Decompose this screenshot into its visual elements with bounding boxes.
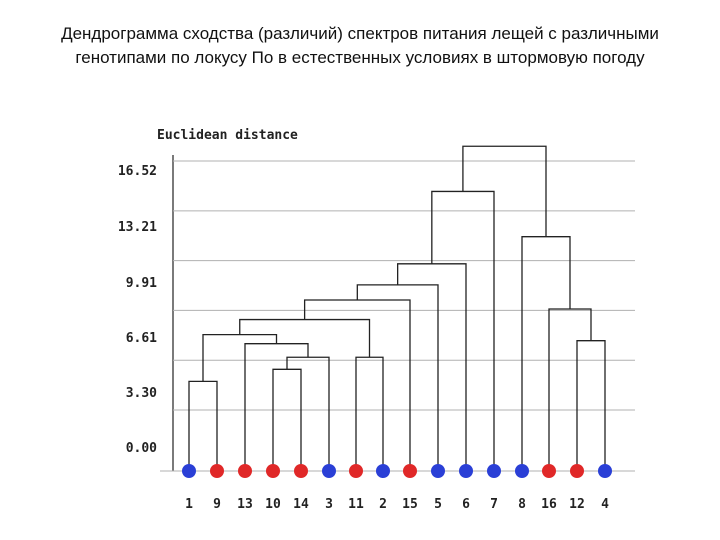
- dendrogram-link: [355, 356, 384, 471]
- leaf-dot: [487, 464, 501, 478]
- y-tick-label: 13.21: [118, 220, 157, 235]
- leaf-label: 8: [518, 497, 526, 512]
- dendrogram-link: [272, 368, 302, 471]
- y-tick-label: 6.61: [126, 331, 157, 346]
- dendrogram-link: [202, 333, 278, 382]
- leaf-dot: [266, 464, 280, 478]
- dendrogram-link: [576, 340, 606, 471]
- leaf-label: 9: [213, 497, 221, 512]
- leaf-label: 12: [569, 497, 585, 512]
- leaf-label: 13: [237, 497, 253, 512]
- dendrogram-link: [462, 145, 547, 237]
- leaf-label: 14: [293, 497, 309, 512]
- leaf-label: 5: [434, 497, 442, 512]
- leaf-dot: [210, 464, 224, 478]
- dendrogram-link: [244, 343, 309, 471]
- leaf-label: 16: [541, 497, 557, 512]
- leaf-dot: [376, 464, 390, 478]
- leaf-label: 4: [601, 497, 609, 512]
- leaf-markers: 1 9 13 10 14 3 11 2 15 5 6 7 8 16 12 4: [182, 464, 612, 512]
- leaf-label: 7: [490, 497, 498, 512]
- leaf-dot: [431, 464, 445, 478]
- leaf-dot: [294, 464, 308, 478]
- leaf-dot: [349, 464, 363, 478]
- leaf-dot: [515, 464, 529, 478]
- gridlines: [160, 155, 635, 472]
- leaf-dot: [598, 464, 612, 478]
- leaf-label: 6: [462, 497, 470, 512]
- dendrogram-link: [188, 380, 218, 471]
- leaf-dot: [570, 464, 584, 478]
- y-tick-label: 16.52: [118, 164, 157, 179]
- dendrogram-link: [239, 318, 371, 358]
- y-ticks: 16.52 13.21 9.91 6.61 3.30 0.00: [118, 164, 157, 456]
- dendrogram-link: [286, 356, 330, 471]
- leaf-label: 3: [325, 497, 333, 512]
- dendrogram-link: [431, 190, 495, 471]
- diagram-title: Дендрограмма сходства (различий) спектро…: [61, 24, 659, 67]
- dendrogram-link: [397, 263, 467, 471]
- dendrogram-link: [356, 284, 439, 471]
- y-tick-label: 3.30: [126, 386, 157, 401]
- leaf-label: 15: [402, 497, 418, 512]
- y-axis-label: Euclidean distance: [157, 128, 298, 143]
- leaf-label: 10: [265, 497, 281, 512]
- dendrogram-link: [548, 308, 592, 471]
- y-tick-label: 9.91: [126, 276, 157, 291]
- leaf-dot: [322, 464, 336, 478]
- leaf-label: 2: [379, 497, 387, 512]
- leaf-dot: [542, 464, 556, 478]
- leaf-dot: [182, 464, 196, 478]
- dendrogram-links: [188, 145, 606, 471]
- dendrogram-link: [521, 236, 571, 471]
- y-tick-label: 0.00: [126, 441, 157, 456]
- dendrogram-link: [303, 299, 411, 471]
- leaf-dot: [238, 464, 252, 478]
- leaf-label: 11: [348, 497, 364, 512]
- leaf-label: 1: [185, 497, 193, 512]
- leaf-dot: [459, 464, 473, 478]
- leaf-dot: [403, 464, 417, 478]
